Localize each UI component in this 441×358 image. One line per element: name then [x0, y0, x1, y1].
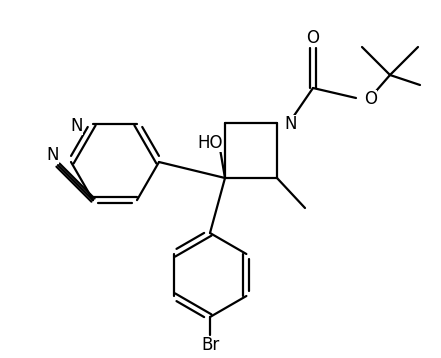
Text: N: N — [47, 146, 59, 164]
Text: O: O — [306, 29, 319, 47]
Text: N: N — [71, 117, 83, 135]
Text: Br: Br — [201, 336, 219, 354]
Text: HO: HO — [197, 134, 223, 152]
Text: O: O — [364, 90, 377, 108]
Text: N: N — [284, 115, 296, 133]
